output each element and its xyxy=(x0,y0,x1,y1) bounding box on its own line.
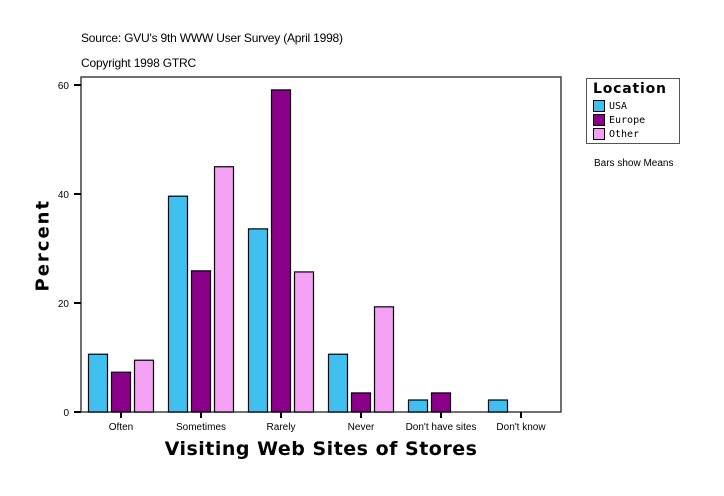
plot-area xyxy=(80,76,562,413)
bar-usa xyxy=(487,399,509,413)
bar-usa xyxy=(247,228,269,413)
x-tick-label: Never xyxy=(348,422,375,433)
legend-item-europe: Europe xyxy=(593,114,645,126)
legend-title: Location xyxy=(593,81,667,97)
legend-item-usa: USA xyxy=(593,100,627,112)
chart-source: Source: GVU's 9th WWW User Survey (April… xyxy=(81,31,343,45)
y-tick-label: 60 xyxy=(58,81,70,92)
x-tick-label: Sometimes xyxy=(176,422,226,433)
bar-usa xyxy=(327,353,349,413)
x-tick-label: Don't have sites xyxy=(406,422,477,433)
bar-usa xyxy=(167,195,189,413)
bar-europe xyxy=(350,392,372,413)
x-tick-label: Don't know xyxy=(496,422,546,433)
bar-europe xyxy=(190,270,212,413)
x-tick-label: Often xyxy=(109,422,133,433)
y-tick-label: 40 xyxy=(58,190,70,201)
bars-show-means-note: Bars show Means xyxy=(594,158,674,169)
chart-copyright: Copyright 1998 GTRC xyxy=(81,56,196,70)
legend: Location USA Europe Other xyxy=(586,78,680,144)
bar-europe xyxy=(110,371,132,413)
bar-usa xyxy=(407,399,429,413)
bar-other xyxy=(293,271,315,413)
bar-europe xyxy=(430,392,452,413)
bar-other xyxy=(373,306,395,413)
legend-swatch-europe xyxy=(593,114,605,126)
bar-usa xyxy=(87,353,109,413)
x-tick-label: Rarely xyxy=(267,422,296,433)
legend-swatch-other xyxy=(593,128,605,140)
legend-item-other: Other xyxy=(593,128,639,140)
y-tick-label: 0 xyxy=(63,408,69,419)
legend-swatch-usa xyxy=(593,100,605,112)
y-tick-label: 20 xyxy=(58,299,70,310)
x-axis-label: Visiting Web Sites of Stores xyxy=(164,438,478,460)
bar-europe xyxy=(270,89,292,413)
y-axis-label: Percent xyxy=(32,198,54,292)
bar-other xyxy=(213,166,235,413)
bar-other xyxy=(133,359,155,413)
